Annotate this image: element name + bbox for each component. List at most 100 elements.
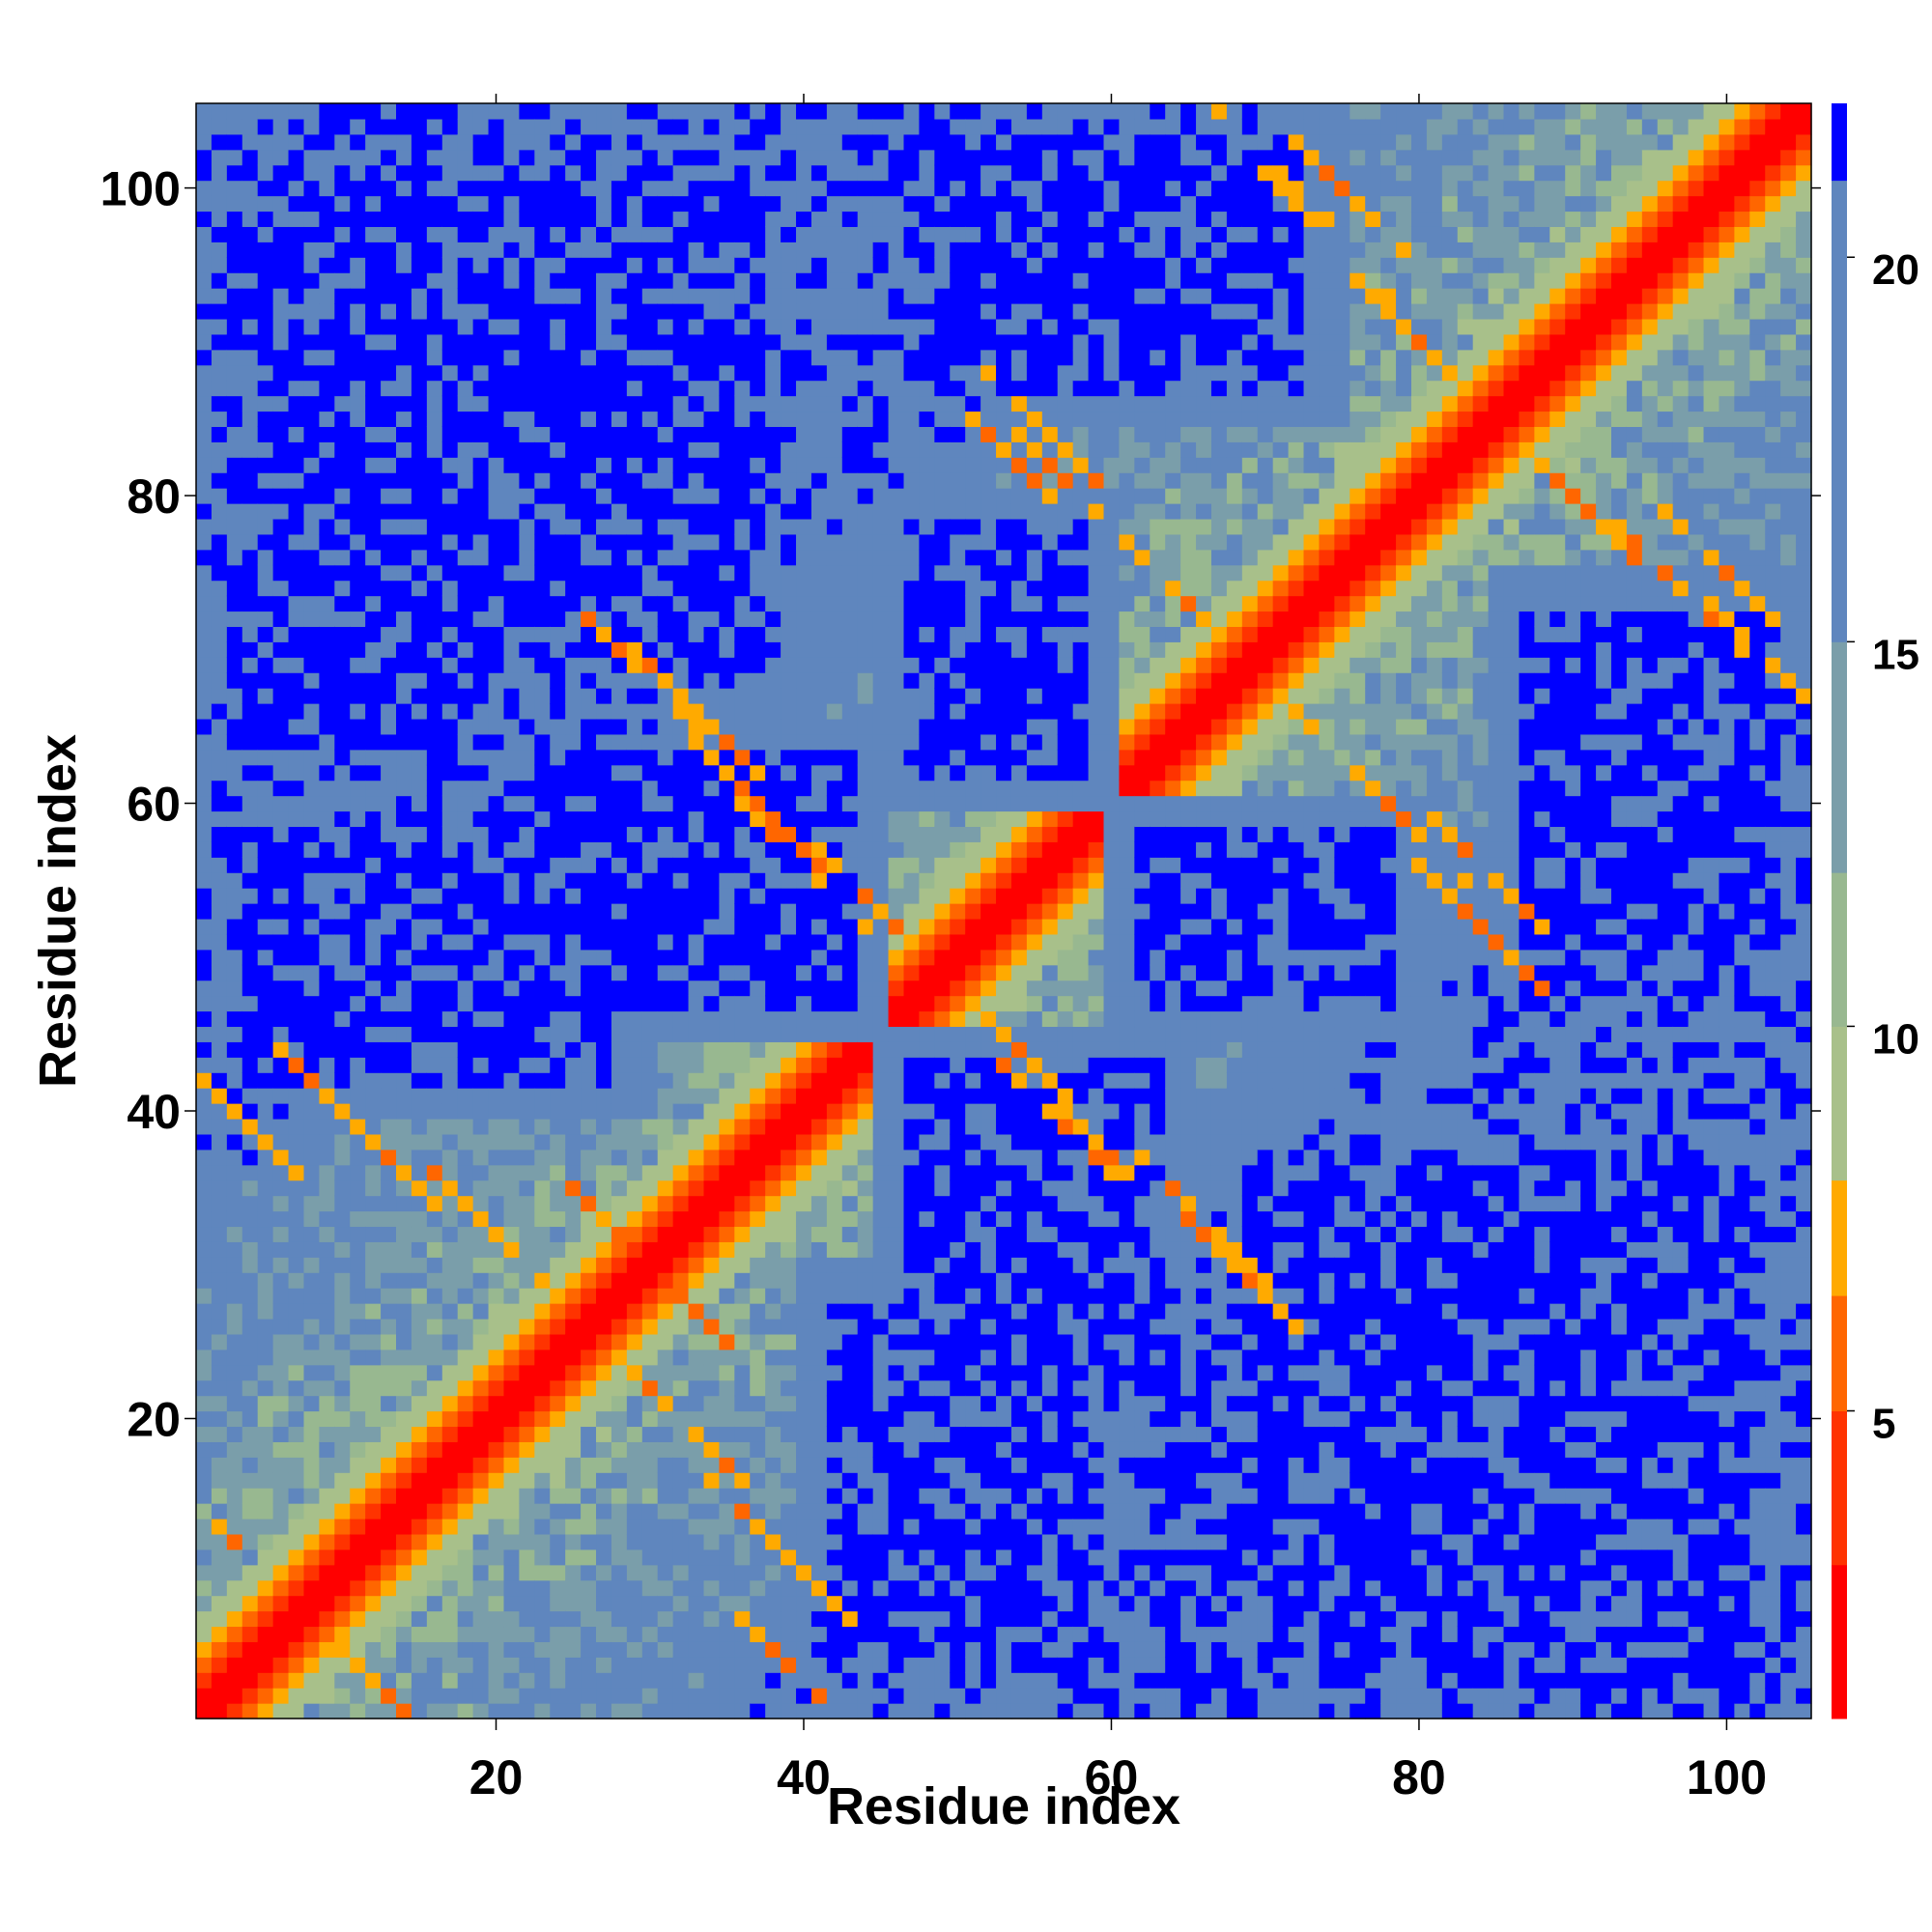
heatmap-cell <box>703 518 721 535</box>
heatmap-cell <box>334 1703 351 1719</box>
heatmap-cell <box>196 133 213 151</box>
heatmap-cell <box>796 1703 812 1719</box>
heatmap-cell <box>472 549 490 566</box>
heatmap-cell <box>211 1133 228 1151</box>
heatmap-cell <box>688 841 705 858</box>
heatmap-cell <box>611 1010 628 1028</box>
heatmap-cell <box>565 457 582 473</box>
heatmap-cell <box>441 1379 459 1397</box>
heatmap-cell <box>472 426 490 442</box>
heatmap-cell <box>796 1179 812 1197</box>
heatmap-cell <box>550 1318 566 1335</box>
heatmap-cell <box>857 1503 874 1520</box>
heatmap-cell <box>550 564 566 582</box>
heatmap-cell <box>826 180 843 197</box>
heatmap-cell <box>719 1533 735 1550</box>
heatmap-cell <box>441 1133 459 1151</box>
heatmap-cell <box>688 1241 705 1258</box>
heatmap-cell <box>888 1610 905 1628</box>
heatmap-cell <box>334 364 351 382</box>
heatmap-cell <box>641 841 659 858</box>
heatmap-cell <box>703 918 721 935</box>
heatmap-cell <box>211 1688 228 1704</box>
heatmap-cell <box>365 488 382 504</box>
heatmap-cell <box>719 549 735 566</box>
heatmap-cell <box>196 1072 213 1089</box>
heatmap-cell <box>426 133 443 151</box>
heatmap-cell <box>565 1672 582 1689</box>
heatmap-cell <box>441 1410 459 1428</box>
heatmap-cell <box>641 580 659 597</box>
heatmap-cell <box>534 626 551 642</box>
heatmap-cell <box>457 211 474 227</box>
heatmap-cell <box>641 211 659 227</box>
heatmap-cell <box>703 118 721 135</box>
heatmap-cell <box>688 580 705 597</box>
heatmap-cell <box>350 1688 366 1704</box>
heatmap-cell <box>810 1149 828 1166</box>
heatmap-cell <box>703 242 721 258</box>
heatmap-cell <box>703 964 721 981</box>
heatmap-cell <box>441 257 459 273</box>
heatmap-cell <box>411 857 428 873</box>
heatmap-cell <box>657 1441 674 1458</box>
heatmap-cell <box>765 380 781 397</box>
heatmap-cell <box>457 164 474 182</box>
heatmap-cell <box>565 1072 582 1089</box>
heatmap-cell <box>765 857 781 873</box>
heatmap-cell <box>396 918 412 935</box>
heatmap-cell <box>657 703 674 720</box>
heatmap-cell <box>626 1426 643 1442</box>
heatmap-cell <box>334 488 351 504</box>
heatmap-cell <box>888 549 905 566</box>
heatmap-cell <box>781 272 797 289</box>
heatmap-cell <box>841 657 859 673</box>
heatmap-cell <box>334 1657 351 1673</box>
heatmap-cell <box>350 1503 366 1520</box>
heatmap-cell <box>488 980 505 997</box>
heatmap-cell <box>826 1103 843 1120</box>
heatmap-cell <box>857 918 874 935</box>
heatmap-cell <box>472 180 490 197</box>
heatmap-cell <box>350 1179 366 1197</box>
heatmap-cell <box>641 918 659 935</box>
heatmap-cell <box>581 364 597 382</box>
heatmap-cell <box>857 518 874 535</box>
heatmap-cell <box>288 841 305 858</box>
heatmap-cell <box>688 733 705 751</box>
heatmap-cell <box>334 1210 351 1228</box>
heatmap-cell <box>596 242 612 258</box>
heatmap-cell <box>519 380 535 397</box>
heatmap-cell <box>441 1564 459 1581</box>
heatmap-cell <box>857 580 874 597</box>
heatmap-cell <box>626 780 643 797</box>
heatmap-cell <box>781 1579 797 1597</box>
heatmap-cell <box>365 288 382 304</box>
heatmap-cell <box>872 288 890 304</box>
heatmap-cell <box>441 1010 459 1028</box>
heatmap-cell <box>426 1149 443 1166</box>
heatmap-cell <box>688 257 705 273</box>
heatmap-cell <box>641 933 659 951</box>
heatmap-cell <box>472 826 490 842</box>
heatmap-cell <box>211 288 228 304</box>
heatmap-cell <box>626 580 643 597</box>
heatmap-cell <box>903 1149 921 1166</box>
heatmap-cell <box>796 1349 812 1366</box>
heatmap-cell <box>503 395 520 412</box>
heatmap-cell <box>396 1564 412 1581</box>
heatmap-cell <box>810 764 828 781</box>
heatmap-cell <box>826 472 843 489</box>
heatmap-cell <box>196 1257 213 1273</box>
heatmap-cell <box>919 1441 935 1458</box>
heatmap-cell <box>196 1241 213 1258</box>
heatmap-cell <box>903 1503 921 1520</box>
heatmap-cell <box>534 1610 551 1628</box>
heatmap-cell <box>242 1441 259 1458</box>
heatmap-cell <box>626 1379 643 1397</box>
heatmap-cell <box>903 488 921 504</box>
heatmap-cell <box>781 995 797 1012</box>
heatmap-cell <box>381 1426 397 1442</box>
heatmap-cell <box>596 749 612 766</box>
heatmap-cell <box>288 918 305 935</box>
